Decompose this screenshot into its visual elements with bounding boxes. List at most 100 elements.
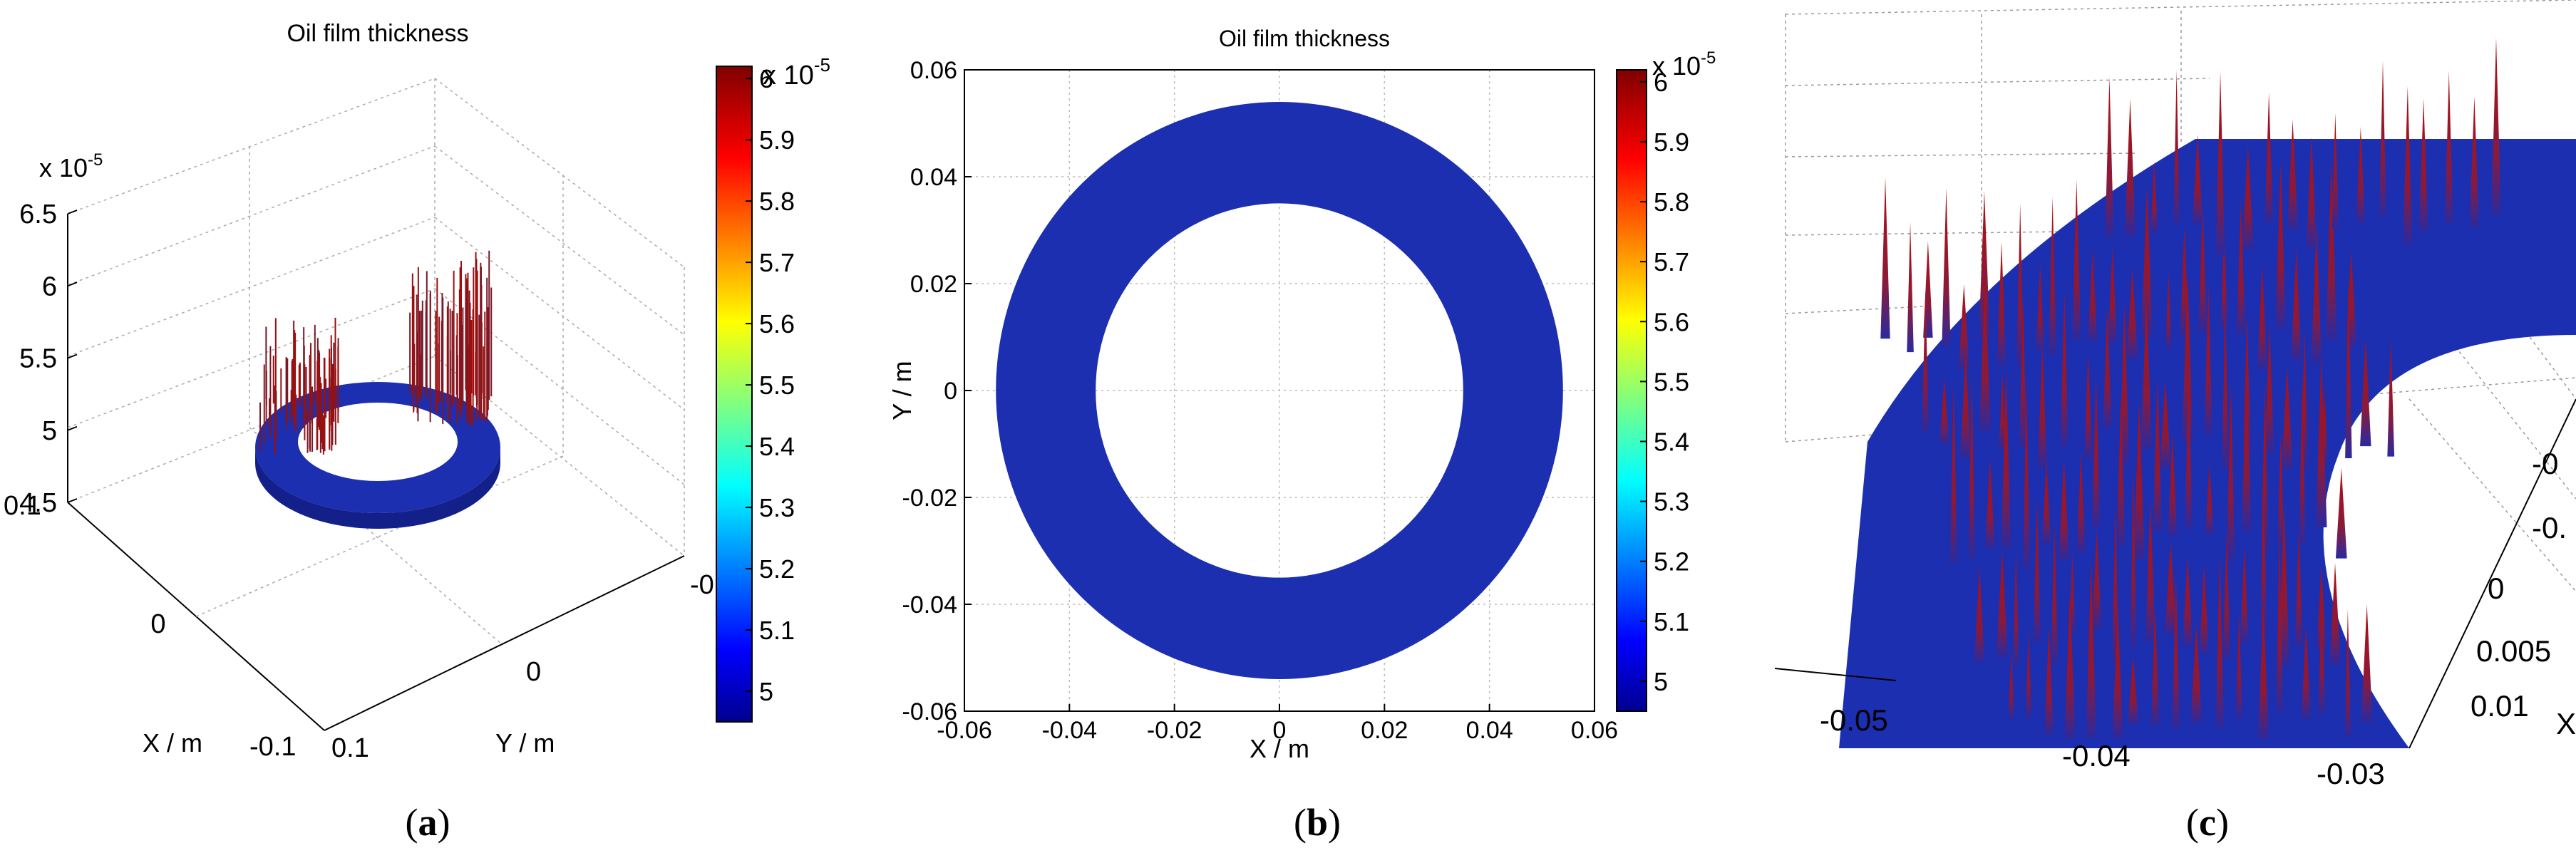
panel-c-spike bbox=[2112, 608, 2123, 738]
panel-c-spike bbox=[2242, 367, 2252, 532]
panel-c-spike bbox=[2153, 378, 2162, 532]
panel-b-y-tick-label: -0.06 bbox=[902, 698, 958, 725]
panel-c-spike bbox=[2379, 60, 2386, 217]
panel-c-spike bbox=[2318, 591, 2326, 715]
panel-b-colorbar-exponent: x 10-5 bbox=[1652, 48, 1716, 81]
panel-a-y-tick-3: -0 bbox=[690, 570, 714, 600]
panel-c-spike bbox=[2403, 86, 2413, 245]
panel-b-x-tick-label: 0.06 bbox=[1571, 717, 1618, 744]
panel-c-spike bbox=[2220, 230, 2228, 329]
panel-c-spike bbox=[2168, 434, 2178, 537]
panel-c-spike bbox=[2335, 467, 2347, 559]
panel-c-spike bbox=[2257, 603, 2269, 740]
panel-c-spike bbox=[1958, 284, 1969, 371]
panel-c-spike bbox=[2160, 381, 2171, 468]
panel-b-y-tick-label: 0.02 bbox=[910, 271, 957, 298]
panel-c-spike bbox=[2185, 375, 2193, 529]
panel-b-colorbar-tick-label: 5.2 bbox=[1654, 547, 1689, 576]
panel-a-colorbar-tick-label: 5.3 bbox=[759, 493, 795, 522]
panel-a-colorbar-tick-label: 5.9 bbox=[759, 125, 795, 155]
panel-c-spike bbox=[2069, 552, 2076, 634]
panel-c: -0.05 -0.04 -0.03 -0 -0. 0 0.005 0.01 X … bbox=[1775, 0, 2576, 844]
panel-c-spike bbox=[2092, 376, 2101, 528]
panel-c-spike bbox=[2008, 653, 2015, 719]
panel-c-spike bbox=[2036, 264, 2044, 351]
panel-c-spike bbox=[2105, 76, 2114, 238]
panel-c-spike bbox=[2076, 451, 2086, 553]
panel-a-y-tick-2: 0 bbox=[526, 657, 541, 687]
panel-c-spikes bbox=[1880, 37, 2501, 740]
panel-a-spikes bbox=[259, 250, 493, 455]
panel-b-ring-shape bbox=[996, 101, 1563, 680]
panel-b-title: Oil film thickness bbox=[1219, 26, 1390, 51]
panel-c-spike bbox=[2051, 524, 2059, 664]
panel-c-spike bbox=[2387, 338, 2395, 457]
panel-a-colorbar-exponent: x 10-5 bbox=[763, 54, 830, 91]
panel-c-spike bbox=[2116, 393, 2126, 548]
panel-c-spike bbox=[2019, 300, 2027, 448]
panel-c-spike bbox=[2145, 500, 2155, 643]
panel-c-spike bbox=[2150, 608, 2160, 727]
panel-b-y-label: Y / m bbox=[887, 361, 917, 420]
panel-a-colorbar-tick-label: 5.8 bbox=[759, 187, 795, 216]
panel-c-spike bbox=[2418, 98, 2428, 232]
panel-a-x-label: X / m bbox=[143, 728, 202, 757]
panel-c-right-tick-4: 0.005 bbox=[2476, 634, 2551, 668]
panel-b-colorbar-tick-label: 5.9 bbox=[1654, 128, 1689, 157]
panel-c-spike bbox=[2215, 554, 2224, 728]
panel-a-x-tick-2: 0 bbox=[150, 609, 165, 639]
panel-c-spike bbox=[2281, 366, 2293, 470]
panel-c-spike bbox=[2023, 384, 2030, 570]
panel-c-spike bbox=[1985, 459, 1995, 549]
panel-c-spike bbox=[1939, 378, 1949, 445]
panel-c-spike bbox=[2236, 612, 2242, 719]
panel-c-spike bbox=[2242, 145, 2254, 249]
panel-a-colorbar-tick-label: 5.1 bbox=[759, 616, 795, 645]
panel-c-spike bbox=[2025, 631, 2032, 718]
panel-c-spike bbox=[2072, 180, 2081, 341]
panel-c-spike bbox=[2301, 626, 2311, 719]
panel-a-z-ticks: 6.5 6 5.5 5 4.5 bbox=[19, 200, 78, 518]
panel-a-z-tick-label: 6.5 bbox=[19, 200, 57, 229]
panel-b-colorbar-ticks: 6 5.9 5.8 5.7 5.6 5.5 5.4 5.3 5.2 5.1 5 bbox=[1640, 68, 1689, 696]
panel-b-y-tick-label: 0.06 bbox=[910, 57, 957, 84]
panel-c-spike bbox=[2227, 384, 2235, 559]
panel-c-spike bbox=[2141, 185, 2153, 338]
panel-c-spike bbox=[2064, 593, 2076, 740]
panel-c-spike bbox=[2445, 71, 2453, 225]
panel-c-spike bbox=[2491, 37, 2501, 216]
panel-b-y-tick-label: -0.02 bbox=[902, 485, 958, 512]
panel-c-right-label: X bbox=[2556, 707, 2576, 740]
panel-a-colorbar-tick-label: 5.5 bbox=[759, 371, 795, 400]
panel-c-spike bbox=[1949, 384, 1957, 564]
panel-b-colorbar-tick-label: 5.1 bbox=[1654, 607, 1689, 636]
panel-a-z-tick-mark bbox=[67, 281, 78, 287]
panel-a-ring-side bbox=[255, 448, 500, 529]
panel-c-spike bbox=[2287, 119, 2298, 230]
panel-a-x-tick-1: 0.1 bbox=[4, 491, 41, 521]
panel-c-caption: (c) bbox=[2186, 801, 2229, 844]
panel-b-colorbar-tick-label: 5.3 bbox=[1654, 487, 1689, 517]
panel-c-spike bbox=[2150, 161, 2158, 233]
panel-c-spike bbox=[2033, 499, 2041, 642]
panel-c-spike bbox=[1942, 187, 1951, 346]
panel-c-spike bbox=[2294, 531, 2303, 648]
panel-c-spike bbox=[2344, 609, 2351, 738]
panel-c-spike bbox=[1907, 222, 1914, 353]
panel-a-z-exponent: x 10-5 bbox=[39, 150, 103, 182]
panel-c-spike bbox=[2265, 324, 2274, 454]
panel-c-spike bbox=[2108, 247, 2117, 343]
panel-c-spike bbox=[2345, 279, 2352, 459]
panel-c-spike bbox=[2130, 466, 2137, 648]
panel-c-spike bbox=[2049, 196, 2056, 355]
panel-c-spike bbox=[2198, 206, 2207, 333]
panel-c-spike bbox=[2112, 505, 2119, 662]
panel-c-spike bbox=[2041, 460, 2051, 544]
panel-c-spike bbox=[2182, 276, 2193, 443]
panel-c-axes bbox=[1775, 398, 2576, 749]
panel-b-colorbar-tick-label: 6 bbox=[1654, 68, 1668, 97]
panel-a-z-tick-mark bbox=[67, 353, 78, 359]
panel-b-colorbar-tick-label: 5 bbox=[1654, 667, 1668, 696]
panel-c-spike bbox=[2088, 251, 2098, 342]
panel-a-colorbar-ticks: 6 5.9 5.8 5.7 5.6 5.5 5.4 5.3 5.2 5.1 5 bbox=[746, 64, 795, 706]
